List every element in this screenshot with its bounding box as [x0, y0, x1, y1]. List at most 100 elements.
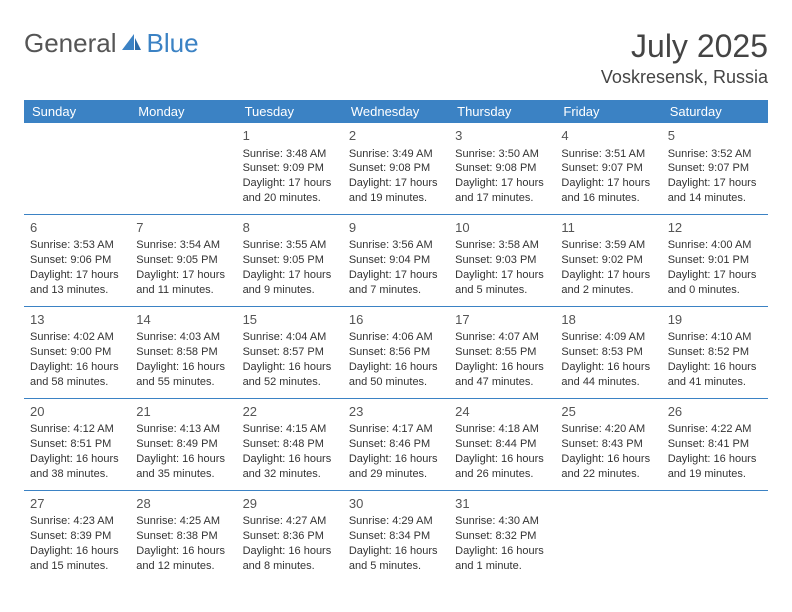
day-number: 4	[561, 127, 655, 145]
day-cell: 3Sunrise: 3:50 AMSunset: 9:08 PMDaylight…	[449, 123, 555, 214]
calendar-table: Sunday Monday Tuesday Wednesday Thursday…	[24, 100, 768, 582]
daylight-text: and 1 minute.	[455, 559, 549, 574]
daylight-text: Daylight: 17 hours	[136, 268, 230, 283]
daylight-text: Daylight: 16 hours	[668, 452, 762, 467]
day-header: Wednesday	[343, 100, 449, 123]
sunrise-text: Sunrise: 3:50 AM	[455, 147, 549, 162]
sunrise-text: Sunrise: 4:03 AM	[136, 330, 230, 345]
day-cell	[662, 490, 768, 581]
daylight-text: and 47 minutes.	[455, 375, 549, 390]
day-number: 6	[30, 219, 124, 237]
sunset-text: Sunset: 9:08 PM	[455, 161, 549, 176]
daylight-text: Daylight: 16 hours	[561, 360, 655, 375]
day-number: 22	[243, 403, 337, 421]
day-cell: 12Sunrise: 4:00 AMSunset: 9:01 PMDayligh…	[662, 214, 768, 306]
day-number: 24	[455, 403, 549, 421]
day-cell: 23Sunrise: 4:17 AMSunset: 8:46 PMDayligh…	[343, 398, 449, 490]
sunset-text: Sunset: 8:56 PM	[349, 345, 443, 360]
sunset-text: Sunset: 8:55 PM	[455, 345, 549, 360]
sunset-text: Sunset: 9:04 PM	[349, 253, 443, 268]
sunset-text: Sunset: 8:39 PM	[30, 529, 124, 544]
sunset-text: Sunset: 8:36 PM	[243, 529, 337, 544]
day-cell: 25Sunrise: 4:20 AMSunset: 8:43 PMDayligh…	[555, 398, 661, 490]
day-cell: 5Sunrise: 3:52 AMSunset: 9:07 PMDaylight…	[662, 123, 768, 214]
day-cell: 7Sunrise: 3:54 AMSunset: 9:05 PMDaylight…	[130, 214, 236, 306]
daylight-text: and 44 minutes.	[561, 375, 655, 390]
logo-text-gray: General	[24, 28, 117, 59]
sunrise-text: Sunrise: 3:51 AM	[561, 147, 655, 162]
daylight-text: and 20 minutes.	[243, 191, 337, 206]
sunrise-text: Sunrise: 4:04 AM	[243, 330, 337, 345]
day-cell: 16Sunrise: 4:06 AMSunset: 8:56 PMDayligh…	[343, 306, 449, 398]
daylight-text: Daylight: 16 hours	[349, 452, 443, 467]
sunrise-text: Sunrise: 4:02 AM	[30, 330, 124, 345]
sunrise-text: Sunrise: 3:59 AM	[561, 238, 655, 253]
daylight-text: Daylight: 16 hours	[243, 544, 337, 559]
sunset-text: Sunset: 8:44 PM	[455, 437, 549, 452]
week-row: 1Sunrise: 3:48 AMSunset: 9:09 PMDaylight…	[24, 123, 768, 214]
sunrise-text: Sunrise: 3:49 AM	[349, 147, 443, 162]
sunset-text: Sunset: 9:07 PM	[668, 161, 762, 176]
day-number: 21	[136, 403, 230, 421]
day-cell: 4Sunrise: 3:51 AMSunset: 9:07 PMDaylight…	[555, 123, 661, 214]
sunrise-text: Sunrise: 3:48 AM	[243, 147, 337, 162]
day-cell: 9Sunrise: 3:56 AMSunset: 9:04 PMDaylight…	[343, 214, 449, 306]
sunrise-text: Sunrise: 4:29 AM	[349, 514, 443, 529]
day-number: 17	[455, 311, 549, 329]
daylight-text: and 19 minutes.	[668, 467, 762, 482]
daylight-text: and 5 minutes.	[349, 559, 443, 574]
sunset-text: Sunset: 8:58 PM	[136, 345, 230, 360]
sunset-text: Sunset: 9:08 PM	[349, 161, 443, 176]
daylight-text: and 52 minutes.	[243, 375, 337, 390]
day-header: Thursday	[449, 100, 555, 123]
day-number: 31	[455, 495, 549, 513]
sunrise-text: Sunrise: 4:10 AM	[668, 330, 762, 345]
daylight-text: and 9 minutes.	[243, 283, 337, 298]
sunrise-text: Sunrise: 4:06 AM	[349, 330, 443, 345]
day-number: 20	[30, 403, 124, 421]
daylight-text: and 32 minutes.	[243, 467, 337, 482]
day-number: 29	[243, 495, 337, 513]
daylight-text: and 19 minutes.	[349, 191, 443, 206]
sunset-text: Sunset: 8:38 PM	[136, 529, 230, 544]
day-number: 23	[349, 403, 443, 421]
sunset-text: Sunset: 9:07 PM	[561, 161, 655, 176]
daylight-text: and 5 minutes.	[455, 283, 549, 298]
sunset-text: Sunset: 8:49 PM	[136, 437, 230, 452]
daylight-text: Daylight: 16 hours	[349, 360, 443, 375]
day-cell: 10Sunrise: 3:58 AMSunset: 9:03 PMDayligh…	[449, 214, 555, 306]
sunrise-text: Sunrise: 4:07 AM	[455, 330, 549, 345]
sunrise-text: Sunrise: 3:56 AM	[349, 238, 443, 253]
day-header: Friday	[555, 100, 661, 123]
sunrise-text: Sunrise: 4:22 AM	[668, 422, 762, 437]
daylight-text: Daylight: 17 hours	[243, 176, 337, 191]
daylight-text: Daylight: 16 hours	[349, 544, 443, 559]
day-number: 26	[668, 403, 762, 421]
daylight-text: and 0 minutes.	[668, 283, 762, 298]
sunset-text: Sunset: 9:06 PM	[30, 253, 124, 268]
day-cell: 24Sunrise: 4:18 AMSunset: 8:44 PMDayligh…	[449, 398, 555, 490]
sunrise-text: Sunrise: 4:20 AM	[561, 422, 655, 437]
sunset-text: Sunset: 8:46 PM	[349, 437, 443, 452]
day-cell: 17Sunrise: 4:07 AMSunset: 8:55 PMDayligh…	[449, 306, 555, 398]
sunrise-text: Sunrise: 4:00 AM	[668, 238, 762, 253]
day-cell: 21Sunrise: 4:13 AMSunset: 8:49 PMDayligh…	[130, 398, 236, 490]
daylight-text: and 15 minutes.	[30, 559, 124, 574]
sunset-text: Sunset: 8:52 PM	[668, 345, 762, 360]
day-number: 16	[349, 311, 443, 329]
daylight-text: and 50 minutes.	[349, 375, 443, 390]
day-cell: 15Sunrise: 4:04 AMSunset: 8:57 PMDayligh…	[237, 306, 343, 398]
sunset-text: Sunset: 8:51 PM	[30, 437, 124, 452]
day-cell: 13Sunrise: 4:02 AMSunset: 9:00 PMDayligh…	[24, 306, 130, 398]
day-number: 3	[455, 127, 549, 145]
day-number: 15	[243, 311, 337, 329]
day-number: 10	[455, 219, 549, 237]
week-row: 20Sunrise: 4:12 AMSunset: 8:51 PMDayligh…	[24, 398, 768, 490]
page-header: GeneralBlue July 2025 Voskresensk, Russi…	[24, 28, 768, 88]
day-cell: 19Sunrise: 4:10 AMSunset: 8:52 PMDayligh…	[662, 306, 768, 398]
week-row: 13Sunrise: 4:02 AMSunset: 9:00 PMDayligh…	[24, 306, 768, 398]
sunset-text: Sunset: 9:00 PM	[30, 345, 124, 360]
daylight-text: Daylight: 16 hours	[668, 360, 762, 375]
daylight-text: and 26 minutes.	[455, 467, 549, 482]
day-number: 19	[668, 311, 762, 329]
